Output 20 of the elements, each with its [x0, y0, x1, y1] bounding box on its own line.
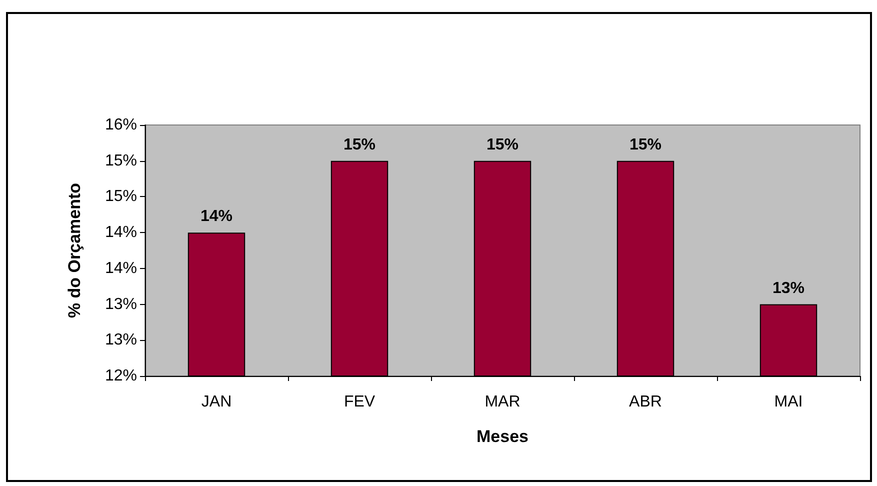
y-tick-label: 14% [104, 224, 137, 242]
x-tick-label: FEV [344, 394, 376, 410]
y-axis-title: % do Orçamento [65, 182, 84, 318]
data-label: 15% [486, 136, 519, 154]
x-tick-label: MAI [774, 394, 803, 410]
y-tick-label: 16% [104, 116, 137, 134]
x-axis-title: Meses [476, 427, 528, 446]
y-tick-label: 13% [104, 332, 137, 349]
data-label: 14% [200, 208, 233, 226]
y-tick-label: 14% [104, 260, 137, 277]
x-tick-label: JAN [201, 394, 232, 410]
y-tick-label: 12% [104, 368, 137, 384]
y-tick-label: 13% [104, 296, 137, 313]
x-tick-label: ABR [629, 394, 662, 410]
data-label: 15% [629, 136, 662, 154]
data-label: 13% [772, 280, 805, 297]
x-tick-label: MAR [484, 394, 520, 410]
data-label: 15% [343, 136, 376, 154]
y-tick-label: 15% [104, 152, 137, 170]
y-tick-label: 15% [104, 188, 137, 206]
